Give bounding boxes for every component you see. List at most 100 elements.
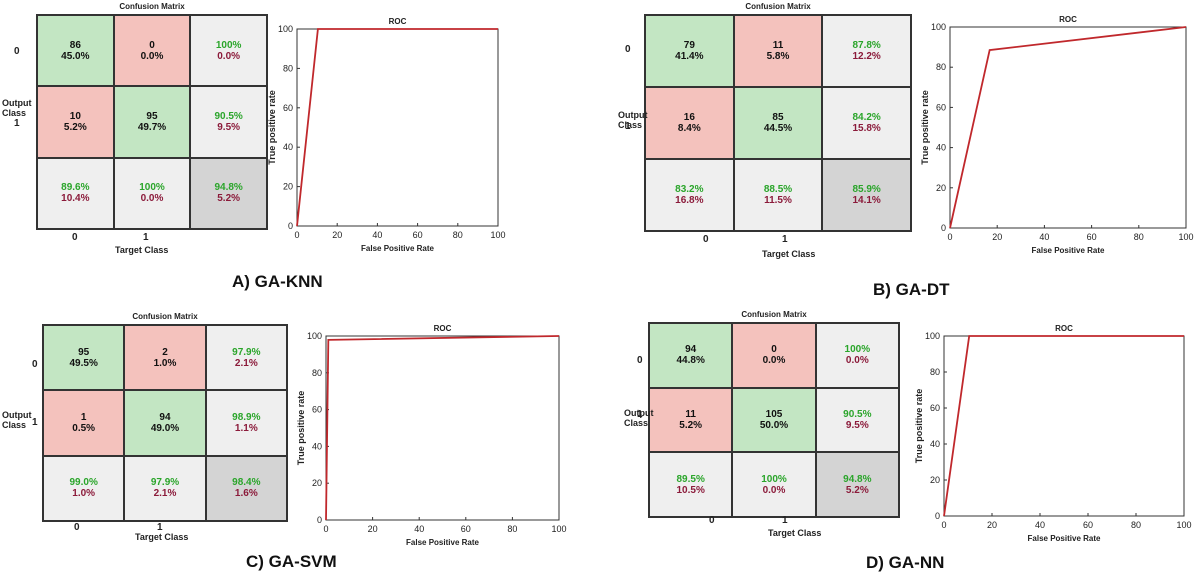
y-tick-label: 40	[936, 143, 946, 153]
cell-secondary-value: 0.0%	[845, 355, 869, 367]
cell-secondary-value: 5.2%	[679, 419, 703, 431]
confusion-matrix-title: Confusion Matrix	[741, 310, 807, 319]
y-tick-label: 20	[312, 478, 322, 488]
cell-secondary-value: 10.5%	[676, 484, 705, 496]
cell-secondary-value: 9.5%	[845, 419, 869, 431]
confusion-matrix-grid: 86 45.0% 0 0.0% 100% 0.0% 10 5.2% 95 49.7% 90.5% 9.…	[36, 14, 268, 230]
x-tick-label: 60	[461, 524, 471, 534]
target-class-label: Target Class	[135, 532, 189, 542]
confusion-matrix-title: Confusion Matrix	[745, 2, 811, 11]
matrix-cell: 1 0.5%	[43, 390, 125, 456]
cell-primary-value: 105	[765, 408, 783, 420]
cell-primary-value: 84.2%	[852, 112, 881, 123]
x-axis-label: False Positive Rate	[361, 244, 434, 253]
cell-secondary-value: 1.0%	[72, 488, 96, 500]
x-axis-label: False Positive Rate	[1032, 246, 1105, 255]
cell-secondary-value: 5.2%	[217, 193, 241, 205]
confusion-matrix-grid: 94 44.8% 0 0.0% 100% 0.0% 11 5.2% 105 50.0% 90.5% 9…	[648, 322, 900, 518]
matrix-cell: 89.5% 10.5%	[649, 452, 733, 517]
y-tick-label: 0	[941, 223, 946, 233]
matrix-cell: 88.5% 11.5%	[733, 159, 823, 231]
cell-primary-value: 98.4%	[232, 477, 261, 489]
column-class-label: 0	[703, 234, 709, 245]
y-tick-label: 100	[931, 22, 946, 32]
y-tick-label: 80	[283, 63, 293, 73]
roc-curve-line	[325, 335, 560, 521]
cell-secondary-value: 2.1%	[234, 357, 258, 369]
roc-chart: ROC 0 20 40 60 80 100 0 20 40 60 80 100 False Positiv…	[268, 17, 506, 253]
cell-secondary-value: 49.5%	[69, 357, 98, 369]
row-class-label: 0	[32, 359, 38, 370]
matrix-cell: 16 8.4%	[645, 87, 734, 159]
cell-secondary-value: 12.2%	[852, 51, 881, 62]
cell-secondary-value: 0.0%	[762, 355, 786, 367]
x-tick-label: 0	[947, 232, 952, 242]
row-class-label: 1	[14, 118, 20, 129]
y-tick-label: 20	[936, 183, 946, 193]
x-tick-label: 60	[1083, 520, 1093, 530]
cell-primary-value: 1	[80, 411, 87, 423]
roc-chart: ROC 0 20 40 60 80 100 0 20 40 60 80 100 False Positiv…	[914, 324, 1192, 543]
x-tick-label: 0	[323, 524, 328, 534]
cell-secondary-value: 44.8%	[676, 355, 705, 367]
cell-secondary-value: 1.6%	[234, 488, 258, 500]
matrix-cell: 10 5.2%	[37, 86, 114, 158]
roc-title: ROC	[1055, 324, 1073, 333]
cell-primary-value: 87.8%	[852, 40, 881, 51]
matrix-cell: 100% 0.0%	[190, 15, 267, 87]
confusion-matrix-grid: 95 49.5% 2 1.0% 97.9% 2.1% 1 0.5% 94 49.0% 98.9% 1.…	[42, 324, 288, 522]
cell-primary-value: 99.0%	[69, 477, 98, 489]
panel-caption: C) GA-SVM	[246, 552, 337, 571]
y-tick-label: 40	[930, 439, 940, 449]
target-class-label: Target Class	[115, 245, 169, 255]
cell-primary-value: 2	[162, 346, 168, 358]
cell-secondary-value: 49.0%	[150, 422, 180, 434]
matrix-cell: 2 1.0%	[124, 325, 206, 391]
x-tick-label: 40	[372, 230, 382, 240]
confusion-matrix-title: Confusion Matrix	[132, 312, 198, 321]
matrix-cell: 94 49.0%	[124, 390, 206, 456]
matrix-cell: 98.9% 1.1%	[205, 390, 287, 456]
cell-primary-value: 0	[771, 344, 777, 356]
cell-primary-value: 97.9%	[150, 477, 180, 489]
x-tick-label: 100	[1178, 232, 1193, 242]
x-axis-label: False Positive Rate	[406, 538, 479, 547]
matrix-cell: 99.0% 1.0%	[43, 455, 125, 521]
row-class-label: 0	[625, 44, 631, 55]
row-class-label: 1	[625, 121, 631, 132]
roc-plot-frame	[296, 28, 499, 227]
cell-secondary-value: 10.4%	[61, 193, 90, 205]
matrix-cell: 97.9% 2.1%	[205, 325, 287, 391]
matrix-cell: 90.5% 9.5%	[815, 387, 899, 453]
matrix-cell: 85.9% 14.1%	[822, 159, 911, 231]
cell-secondary-value: 50.0%	[759, 419, 789, 431]
cell-primary-value: 95	[146, 110, 158, 122]
roc-curve-line	[296, 28, 498, 227]
roc-title: ROC	[434, 324, 452, 333]
cell-secondary-value: 0.0%	[140, 50, 164, 62]
matrix-cell: 0 0.0%	[113, 15, 191, 87]
roc-plot-frame	[325, 335, 560, 521]
x-tick-label: 80	[1131, 520, 1141, 530]
column-class-label: 1	[782, 515, 788, 526]
y-tick-label: 0	[317, 515, 322, 525]
x-tick-label: 80	[453, 230, 463, 240]
cell-secondary-value: 2.1%	[153, 488, 177, 500]
cell-primary-value: 100%	[139, 182, 165, 194]
x-tick-label: 40	[414, 524, 424, 534]
x-tick-label: 20	[332, 230, 342, 240]
roc-title: ROC	[1059, 15, 1077, 24]
cell-primary-value: 94.8%	[214, 182, 243, 194]
cell-primary-value: 89.6%	[61, 182, 90, 194]
x-tick-label: 20	[992, 232, 1002, 242]
cell-primary-value: 90.5%	[843, 408, 872, 420]
cell-secondary-value: 9.5%	[217, 121, 241, 133]
x-tick-label: 0	[294, 230, 299, 240]
y-axis-label: True positive rate	[914, 389, 924, 464]
matrix-cell: 84.2% 15.8%	[822, 87, 911, 159]
cell-primary-value: 94	[685, 344, 697, 356]
cell-primary-value: 10	[69, 110, 81, 122]
matrix-cell: 95 49.7%	[113, 86, 191, 158]
y-tick-label: 20	[930, 475, 940, 485]
cell-secondary-value: 0.0%	[140, 193, 164, 205]
